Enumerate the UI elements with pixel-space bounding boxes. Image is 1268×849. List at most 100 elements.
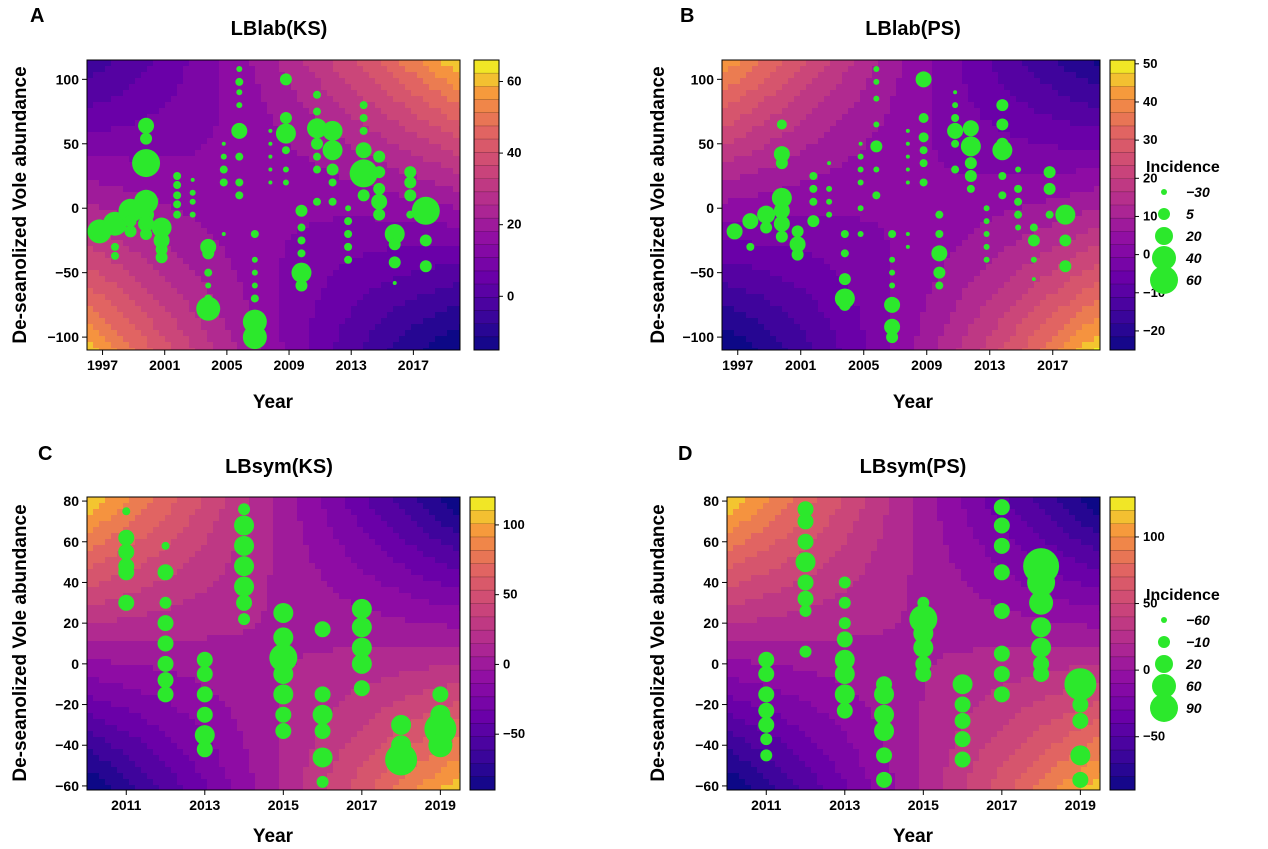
data-point <box>236 89 243 96</box>
data-point <box>998 172 1007 180</box>
data-point <box>889 282 896 289</box>
colorbar-band <box>1110 497 1135 511</box>
colorbar-tick-label: 60 <box>507 73 521 88</box>
data-point <box>173 210 182 219</box>
plot-frame <box>721 59 1101 351</box>
data-point <box>313 197 322 206</box>
colorbar-band <box>1110 590 1135 604</box>
colorbar-band <box>474 191 499 206</box>
y-tick-label: 80 <box>63 493 79 509</box>
data-point <box>155 251 168 264</box>
data-point <box>1043 166 1056 179</box>
data-point <box>773 202 790 219</box>
colorbar-band <box>1110 643 1135 658</box>
data-point <box>1014 210 1023 219</box>
data-point <box>1045 210 1054 219</box>
x-tick-label: 2011 <box>751 797 782 813</box>
x-tick-label: 2013 <box>974 357 1005 373</box>
data-point <box>357 189 370 202</box>
x-tick-label: 2001 <box>785 357 816 373</box>
x-tick-label: 1997 <box>722 357 753 373</box>
colorbar-tick-label: 50 <box>503 587 517 602</box>
colorbar-band <box>1110 178 1135 193</box>
data-point <box>373 208 386 221</box>
data-point <box>316 775 329 788</box>
panel-C: 2011 2013 2015 2017 2019 −60 −40 −20 0 20 40 60 80 C L… <box>10 443 525 847</box>
data-point <box>935 281 944 290</box>
data-point <box>157 686 174 703</box>
colorbar: −50 0 50 100 <box>1109 496 1165 791</box>
data-point <box>122 507 131 516</box>
data-point <box>295 204 308 217</box>
legend-symbol <box>1150 266 1178 294</box>
colorbar-band <box>470 497 495 511</box>
data-point <box>919 159 928 168</box>
data-point <box>773 146 790 163</box>
data-point <box>219 165 228 174</box>
data-point <box>909 605 938 634</box>
data-point <box>886 331 899 344</box>
data-point <box>874 704 895 725</box>
data-point <box>279 73 292 86</box>
data-point <box>351 653 372 674</box>
data-point <box>235 178 244 187</box>
x-tick-label: 2005 <box>211 357 242 373</box>
data-point <box>1055 204 1076 225</box>
data-point <box>220 153 227 160</box>
data-point <box>295 279 308 292</box>
data-point <box>157 564 174 581</box>
colorbar-band <box>470 576 495 591</box>
y-tick-label: −100 <box>682 329 714 345</box>
data-point <box>268 128 273 133</box>
data-point <box>351 617 372 638</box>
data-point <box>359 114 368 122</box>
colorbar-band <box>1110 257 1135 272</box>
data-point <box>173 191 182 200</box>
colorbar-band <box>470 616 495 631</box>
data-point <box>1031 637 1052 658</box>
data-point <box>157 635 174 652</box>
colorbar-band <box>1110 616 1135 631</box>
data-point <box>322 140 343 161</box>
colorbar-band <box>1110 205 1135 219</box>
data-point <box>204 268 213 277</box>
colorbar-band <box>474 205 499 219</box>
data-point <box>273 602 294 623</box>
data-point <box>834 664 855 685</box>
y-tick-label: −100 <box>47 329 79 345</box>
data-point <box>118 594 135 611</box>
data-point <box>344 242 353 251</box>
y-tick-label: 60 <box>63 534 79 550</box>
data-point <box>384 224 405 244</box>
y-tick-label: 0 <box>706 200 714 216</box>
data-point <box>758 651 775 668</box>
data-point <box>251 269 258 276</box>
colorbar-tick-label: 50 <box>1143 56 1157 71</box>
colorbar-band <box>1110 670 1135 684</box>
data-point <box>809 172 818 180</box>
colorbar-tick-label: 0 <box>1143 247 1150 262</box>
data-point <box>983 243 990 250</box>
data-point <box>760 749 773 762</box>
x-tick-label: 2015 <box>268 797 299 813</box>
data-point <box>238 613 251 626</box>
data-point <box>234 535 255 556</box>
colorbar-band <box>1110 60 1135 74</box>
colorbar-band <box>470 550 495 564</box>
data-point <box>873 166 880 173</box>
colorbar-band <box>1110 576 1135 591</box>
data-point <box>935 210 944 219</box>
colorbar-band <box>470 696 495 711</box>
colorbar-band <box>474 284 499 298</box>
data-point <box>268 167 273 172</box>
x-tick-label: 2001 <box>149 357 180 373</box>
data-point <box>371 193 388 210</box>
data-point <box>351 598 372 619</box>
y-axis-label: De-seanolized Vole abundance <box>648 504 669 781</box>
data-point <box>235 152 244 161</box>
data-point <box>353 680 370 697</box>
data-point <box>273 664 294 685</box>
legend-label: −10 <box>1186 634 1210 650</box>
data-point <box>1072 771 1089 788</box>
data-point <box>134 189 159 214</box>
